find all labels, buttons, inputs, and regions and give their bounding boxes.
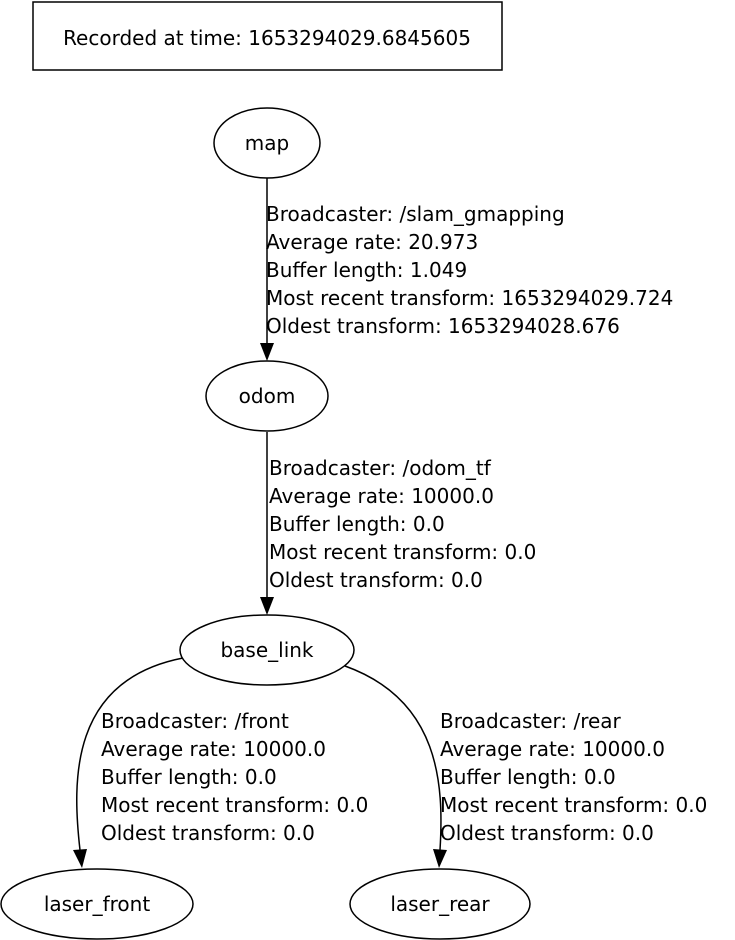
recorded-time-label: Recorded at time: 1653294029.6845605 [63,26,471,50]
edge-base-link-laser-front [73,657,184,868]
node-laser-front-label: laser_front [44,892,150,916]
node-base-link-label: base_link [220,638,313,662]
recorded-time-frame [32,1,503,71]
edge-map-odom-most-recent: Most recent transform: 1653294029.724 [266,286,673,310]
edge-base-link-laser-front-arrowhead [73,849,87,868]
node-laser-rear-label: laser_rear [390,892,490,916]
edge-base-link-laser-front-average-rate: Average rate: 10000.0 [101,737,326,761]
recorded-time-box: Recorded at time: 1653294029.6845605 [32,1,503,71]
edge-base-link-laser-front-broadcaster: Broadcaster: /front [101,709,289,733]
edge-map-odom-broadcaster: Broadcaster: /slam_gmapping [266,202,565,226]
edge-base-link-laser-rear-most-recent: Most recent transform: 0.0 [440,793,707,817]
node-laser-front: laser_front [0,868,194,940]
edge-base-link-laser-front-most-recent: Most recent transform: 0.0 [101,793,368,817]
node-odom: odom [205,360,329,432]
edge-base-link-laser-front-oldest: Oldest transform: 0.0 [101,821,315,845]
edge-base-link-laser-front-buffer-length: Buffer length: 0.0 [101,765,277,789]
edge-odom-base-link-most-recent: Most recent transform: 0.0 [269,540,536,564]
edge-base-link-laser-front-info: Broadcaster: /front Average rate: 10000.… [101,709,368,845]
edge-base-link-laser-front-curve [76,657,184,851]
edge-map-odom [260,178,274,361]
node-base-link: base_link [179,614,355,686]
edge-odom-base-link-oldest: Oldest transform: 0.0 [269,568,483,592]
edge-map-odom-average-rate: Average rate: 20.973 [266,230,478,254]
edge-odom-base-link [260,432,274,615]
edge-base-link-laser-rear-arrowhead [433,849,447,868]
edge-base-link-laser-rear [344,665,447,868]
node-map-label: map [245,131,289,155]
edge-base-link-laser-rear-buffer-length: Buffer length: 0.0 [440,765,616,789]
edge-map-odom-buffer-length: Buffer length: 1.049 [266,258,467,282]
edge-base-link-laser-rear-oldest: Oldest transform: 0.0 [440,821,654,845]
edge-map-odom-oldest: Oldest transform: 1653294028.676 [266,314,620,338]
edge-base-link-laser-rear-curve [344,665,442,851]
node-map: map [213,107,321,179]
edge-base-link-laser-rear-broadcaster: Broadcaster: /rear [440,709,622,733]
edge-odom-base-link-arrowhead [260,597,274,615]
edge-odom-base-link-info: Broadcaster: /odom_tf Average rate: 1000… [269,456,536,592]
node-laser-rear-ellipse [349,868,531,940]
edge-map-odom-arrowhead [260,343,274,361]
edge-map-odom-info: Broadcaster: /slam_gmapping Average rate… [266,202,673,338]
edge-base-link-laser-rear-average-rate: Average rate: 10000.0 [440,737,665,761]
edge-odom-base-link-broadcaster: Broadcaster: /odom_tf [269,456,492,480]
edge-odom-base-link-average-rate: Average rate: 10000.0 [269,484,494,508]
node-base-link-ellipse [179,614,355,686]
edge-base-link-laser-rear-info: Broadcaster: /rear Average rate: 10000.0… [440,709,707,845]
node-laser-rear: laser_rear [349,868,531,940]
node-odom-label: odom [239,384,296,408]
node-odom-ellipse [205,360,329,432]
node-map-ellipse [213,107,321,179]
edge-odom-base-link-buffer-length: Buffer length: 0.0 [269,512,445,536]
node-laser-front-ellipse [0,868,194,940]
